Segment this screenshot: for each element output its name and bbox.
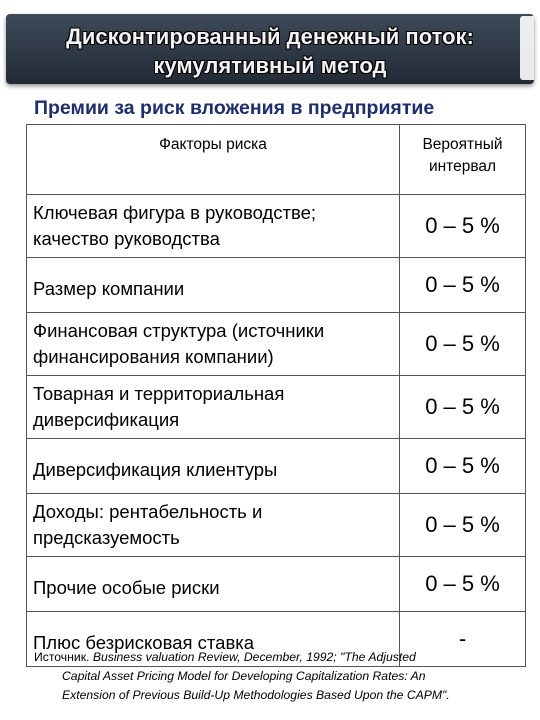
interval-cell: 0 – 5 % [399, 257, 526, 313]
header-probable-interval-text: Вероятный интервал [422, 136, 503, 175]
table-row: Размер компании 0 – 5 % [26, 257, 526, 313]
title-banner [6, 14, 534, 84]
source-line-3: Extension of Previous Build-Up Methodolo… [62, 688, 450, 702]
table-row: Прочие особые риски 0 – 5 % [26, 556, 526, 612]
interval-cell: - [399, 611, 526, 667]
table-row: Плюс безрисковая ставка - [26, 611, 526, 667]
interval-cell: 0 – 5 % [399, 375, 526, 439]
table-row: Доходы: рентабельность и предсказуемость… [26, 493, 526, 557]
source-line-2: Capital Asset Pricing Model for Developi… [62, 669, 426, 683]
risk-factor-cell: Диверсификация клиентуры [26, 438, 400, 494]
table-row: Ключевая фигура в руководстве; качество … [26, 194, 526, 258]
table-row: Финансовая структура (источники финансир… [26, 312, 526, 376]
source-line-1: Business valuation Review, December, 199… [92, 650, 416, 664]
slide-tab-marker [520, 16, 534, 80]
table-row: Диверсификация клиентуры 0 – 5 % [26, 438, 526, 494]
slide-title-line-2: кумулятивный метод [153, 53, 387, 78]
slide-title-line-1: Дисконтированный денежный поток: [66, 24, 474, 49]
interval-cell: 0 – 5 % [399, 312, 526, 376]
header-risk-factors: Факторы риска [26, 124, 400, 195]
source-prefix: Источник. [34, 650, 90, 664]
table-row: Товарная и территориальная диверсификаци… [26, 375, 526, 439]
table-header-row: Факторы риска Вероятный интервал [26, 124, 526, 195]
slide-subtitle: Премии за риск вложения в предприятие [34, 97, 435, 119]
source-note: Источник. Business valuation Review, Dec… [34, 648, 534, 705]
interval-cell: 0 – 5 % [399, 556, 526, 612]
risk-premium-table: Факторы риска Вероятный интервал Ключева… [26, 124, 526, 667]
interval-cell: 0 – 5 % [399, 438, 526, 494]
risk-factor-cell: Товарная и территориальная диверсификаци… [26, 375, 400, 439]
header-probable-interval: Вероятный интервал [399, 124, 526, 195]
interval-cell: 0 – 5 % [399, 194, 526, 258]
risk-factor-cell: Финансовая структура (источники финансир… [26, 312, 400, 376]
risk-factor-cell: Прочие особые риски [26, 556, 400, 612]
risk-factor-cell: Размер компании [26, 257, 400, 313]
risk-factor-cell: Доходы: рентабельность и предсказуемость [26, 493, 400, 557]
risk-factor-cell: Ключевая фигура в руководстве; качество … [26, 194, 400, 258]
interval-cell: 0 – 5 % [399, 493, 526, 557]
